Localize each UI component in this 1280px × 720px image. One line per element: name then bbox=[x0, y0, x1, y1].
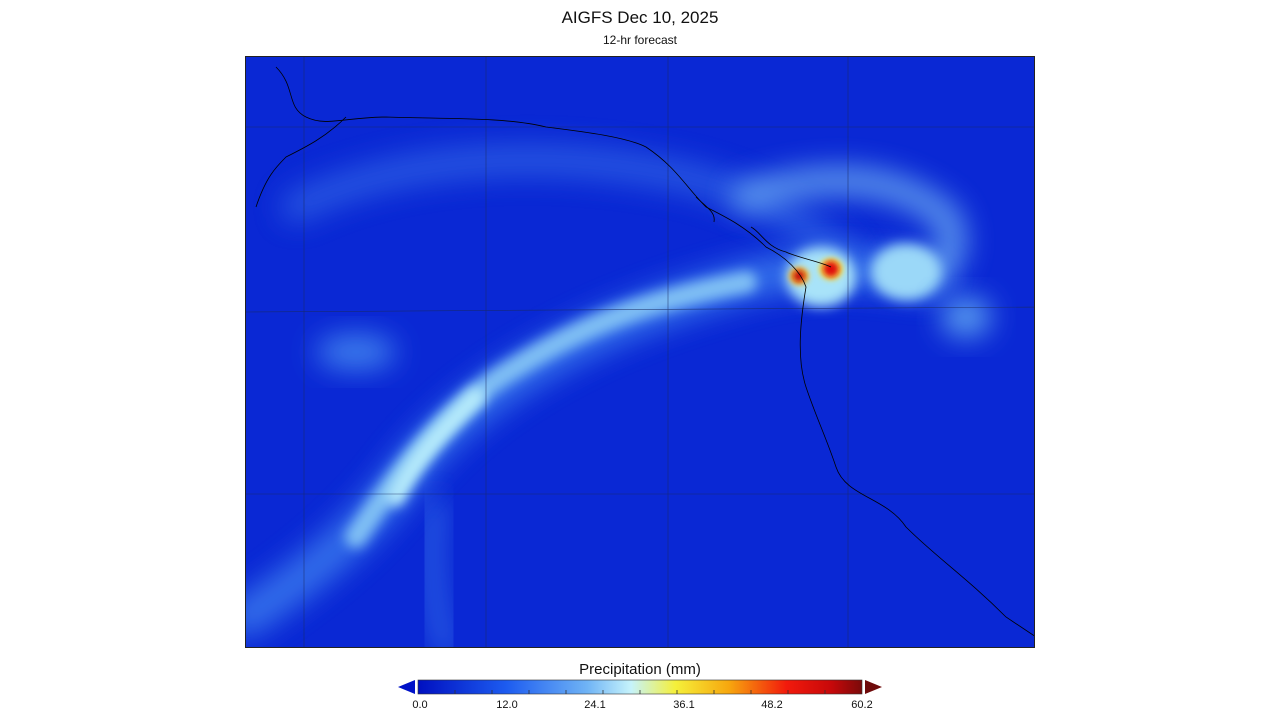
colorbar bbox=[398, 679, 882, 695]
precipitation-map bbox=[245, 56, 1035, 648]
colorbar-tick: 48.2 bbox=[761, 699, 783, 711]
colorbar-tick: 36.1 bbox=[673, 699, 695, 711]
chart-title: AIGFS Dec 10, 2025 bbox=[561, 8, 719, 27]
colorbar-tick: 60.2 bbox=[851, 699, 873, 711]
colorbar-extend-min bbox=[398, 680, 415, 694]
colorbar-tick: 24.1 bbox=[584, 699, 606, 711]
colorbar-tick: 12.0 bbox=[496, 699, 518, 711]
colorbar-label: Precipitation (mm) bbox=[579, 661, 701, 678]
colorbar-extend-max bbox=[865, 680, 882, 694]
precip-field bbox=[246, 145, 991, 647]
graticule bbox=[246, 57, 1034, 647]
colorbar-tick: 0.0 bbox=[412, 699, 428, 711]
chart-subtitle: 12-hr forecast bbox=[602, 33, 678, 47]
coastline bbox=[255, 66, 1034, 637]
